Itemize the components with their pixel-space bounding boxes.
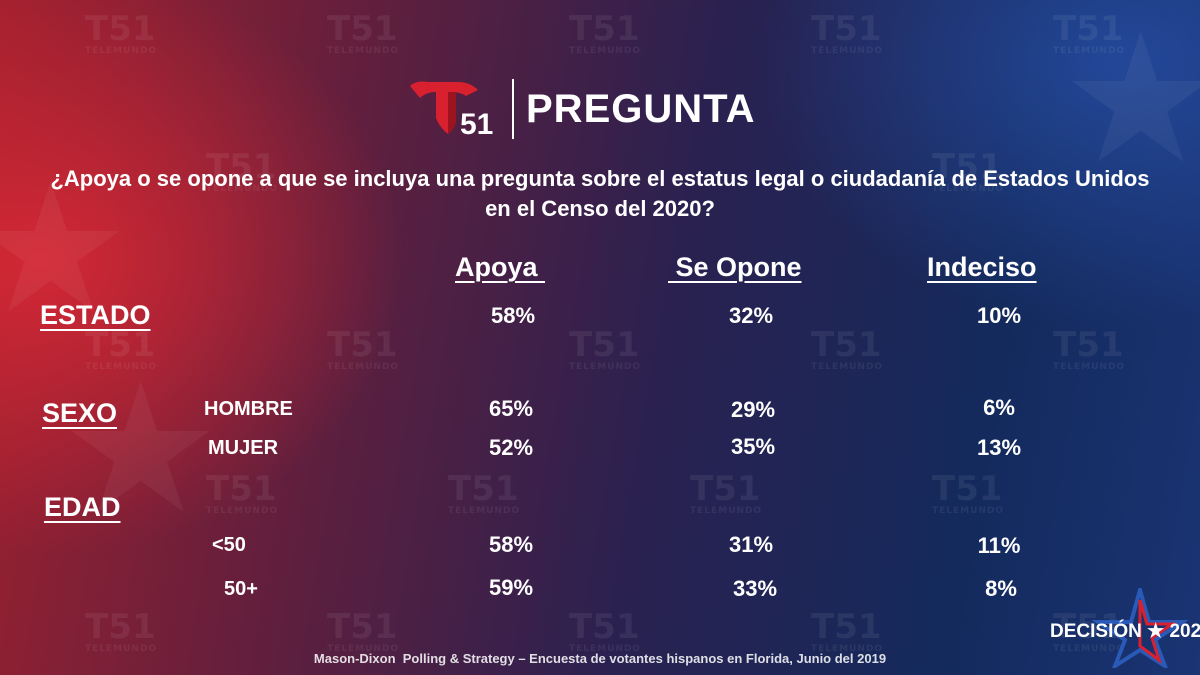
value-cell: 65% <box>488 396 534 421</box>
column-header-apoya: Apoya <box>455 252 546 282</box>
watermark-logo: T51 TELEMUNDO <box>811 9 884 56</box>
source-footer: Mason-Dixon Polling & Strategy – Encuest… <box>313 651 887 666</box>
badge-star-icon <box>1091 588 1189 668</box>
watermark-logo: T51 TELEMUNDO <box>932 469 1005 516</box>
watermark-logo: T51 TELEMUNDO <box>85 325 158 372</box>
value-cell: 58% <box>490 303 536 328</box>
value-cell: 52% <box>488 435 534 460</box>
row-label-50-plus: 50+ <box>224 578 258 600</box>
row-label-under-50: <50 <box>212 534 246 556</box>
watermark-logo: T51 TELEMUNDO <box>1053 325 1126 372</box>
watermark-logo: T51 TELEMUNDO <box>327 9 400 56</box>
watermark-logo: T51 TELEMUNDO <box>85 9 158 56</box>
watermark-logo: T51 TELEMUNDO <box>569 9 642 56</box>
value-cell: 11% <box>977 533 1021 558</box>
value-cell: 31% <box>728 532 774 557</box>
value-cell: 6% <box>983 395 1015 420</box>
row-label-mujer: MUJER <box>208 437 279 459</box>
watermark-logo: T51 TELEMUNDO <box>85 607 158 654</box>
watermark-logo: T51 TELEMUNDO <box>690 469 763 516</box>
section-label-estado: ESTADO <box>40 300 151 330</box>
survey-question: ¿Apoya o se opone a que se incluya una p… <box>50 166 1150 221</box>
watermark-logo: T51 TELEMUNDO <box>206 469 279 516</box>
page-title: PREGUNTA <box>526 86 756 131</box>
section-label-sexo: SEXO <box>42 398 118 428</box>
watermark-logo: T51 TELEMUNDO <box>811 607 884 654</box>
watermark-logo: T51 TELEMUNDO <box>448 469 521 516</box>
watermark-logo: T51 TELEMUNDO <box>932 147 1005 194</box>
row-label-hombre: HOMBRE <box>204 398 293 420</box>
header-logo: 51 PREGUNTA <box>408 78 756 141</box>
value-cell: 8% <box>985 576 1017 601</box>
logo-number: 51 <box>460 108 494 141</box>
background-star-icon: ★ <box>1060 0 1200 204</box>
value-cell: 32% <box>728 303 774 328</box>
badge-label: DECISIÓN ★ 2020 <box>1050 621 1200 642</box>
watermark-logo: T51 TELEMUNDO <box>569 607 642 654</box>
value-cell: 35% <box>730 434 776 459</box>
value-cell: 13% <box>976 435 1022 460</box>
watermark-logo: T51 TELEMUNDO <box>327 325 400 372</box>
watermark-logo: T51 TELEMUNDO <box>569 325 642 372</box>
watermark-logo: T51 TELEMUNDO <box>206 147 279 194</box>
section-label-edad: EDAD <box>44 492 121 522</box>
value-cell: 33% <box>732 576 778 601</box>
watermark-logo: T51 TELEMUNDO <box>811 325 884 372</box>
column-header-se-opone: Se Opone <box>668 252 802 282</box>
value-cell: 59% <box>488 575 534 600</box>
logo-divider <box>512 79 514 139</box>
watermark-logo: T51 TELEMUNDO <box>1053 9 1126 56</box>
decision-2020-badge: DECISIÓN ★ 2020 <box>1048 588 1200 668</box>
value-cell: 29% <box>730 397 776 422</box>
background-star-icon: ★ <box>0 145 132 354</box>
column-header-indeciso: Indeciso <box>927 252 1037 282</box>
watermark-logo: T51 TELEMUNDO <box>1053 607 1126 654</box>
telemundo-logo-icon: 51 <box>408 78 498 141</box>
small-star-icon: ★ <box>1147 621 1165 642</box>
value-cell: 10% <box>976 303 1022 328</box>
value-cell: 58% <box>488 532 534 557</box>
background-star-icon: ★ <box>60 345 222 554</box>
watermark-logo: T51 TELEMUNDO <box>327 607 400 654</box>
